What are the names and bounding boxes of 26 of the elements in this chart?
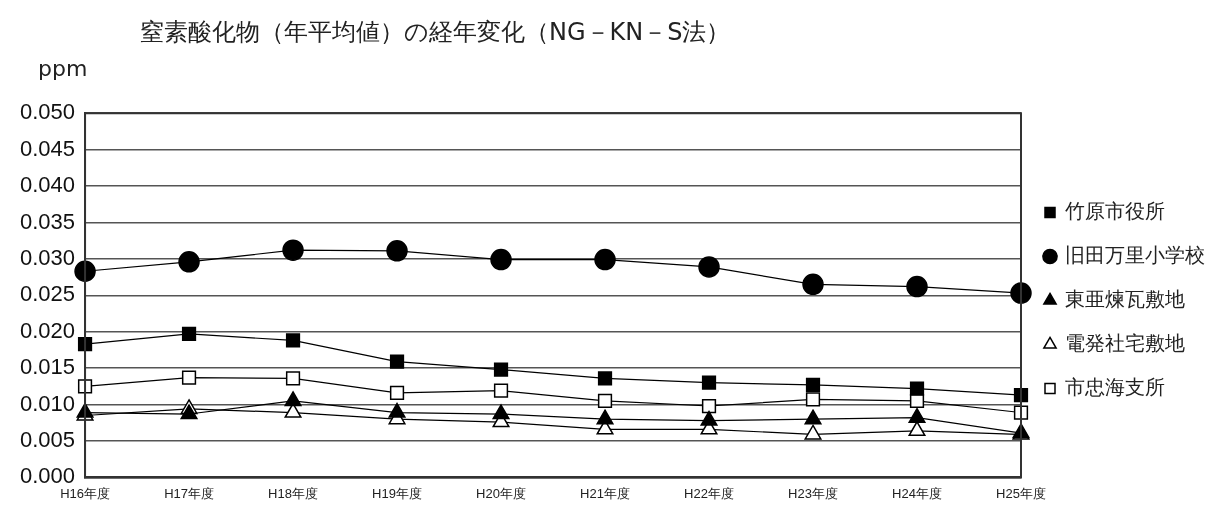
x-tick-label: H20年度 [476,485,526,501]
x-tick-label: H21年度 [580,485,630,501]
x-tick-label: H23年度 [788,485,838,501]
legend-label: 旧田万里小学校 [1065,242,1205,267]
x-tick-label: H25年度 [996,485,1046,501]
y-tick-label: 0.005 [19,427,76,453]
legend-label: 東亜煉瓦敷地 [1065,286,1185,311]
chart-title: 窒素酸化物（年平均値）の経年変化（NG－KN－S法） [140,17,731,48]
y-tick-label: 0.040 [19,172,76,198]
legend-label: 電発社宅敷地 [1065,330,1185,355]
y-tick-label: 0.045 [19,135,76,161]
y-tick-label: 0.025 [19,281,76,307]
y-tick-label: 0.020 [19,317,76,343]
x-tick-label: H19年度 [372,485,422,501]
y-tick-label: 0.015 [19,354,76,380]
y-tick-label: 0.030 [19,244,76,270]
y-tick-label: 0.035 [19,208,76,234]
x-tick-label: H18年度 [268,485,318,501]
y-axis-title: ppm [38,56,88,81]
y-tick-label: 0.010 [19,390,76,416]
legend-label: 竹原市役所 [1065,198,1165,223]
x-tick-label: H17年度 [164,485,214,501]
legend-label: 市忠海支所 [1065,374,1165,399]
y-tick-label: 0.050 [19,99,76,125]
x-tick-label: H22年度 [684,485,734,501]
x-tick-label: H24年度 [892,485,942,501]
